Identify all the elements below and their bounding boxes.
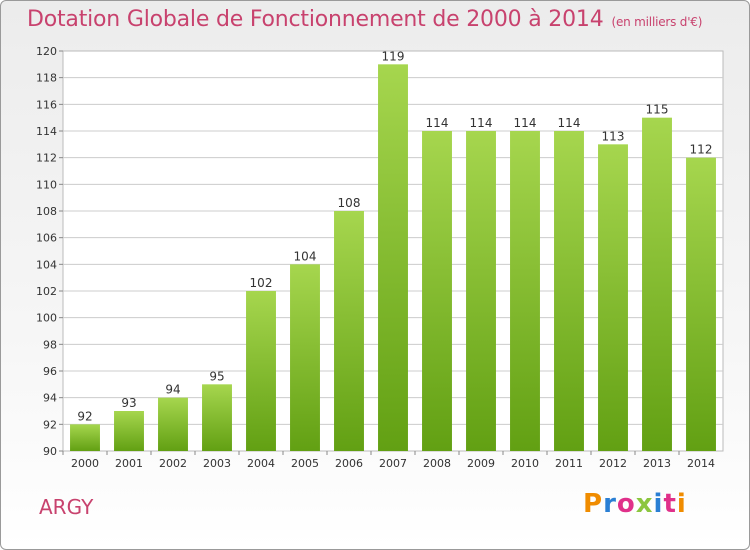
chart-title: Dotation Globale de Fonctionnement de 20… xyxy=(27,7,702,32)
bar-value-label: 95 xyxy=(209,369,224,383)
bar xyxy=(598,144,628,452)
logo-letter: i xyxy=(653,489,664,519)
bar-value-label: 114 xyxy=(514,116,537,130)
y-tick-label: 104 xyxy=(36,258,57,271)
bar xyxy=(422,131,452,451)
bar-value-label: 94 xyxy=(165,383,180,397)
x-tick-label: 2013 xyxy=(643,457,671,470)
bar-value-label: 114 xyxy=(558,116,581,130)
logo-letter: i xyxy=(676,489,687,519)
chart-subtitle: (en milliers d'€) xyxy=(611,15,703,29)
y-tick-label: 112 xyxy=(36,152,57,165)
bar xyxy=(378,64,408,452)
proxiti-logo: Proxiti xyxy=(583,489,687,519)
bar-value-label: 112 xyxy=(690,143,713,157)
y-tick-label: 116 xyxy=(36,98,57,111)
value-labels: 92 93 94 95 102 104 108 119 114 114 114 114 113 115 11… xyxy=(77,49,712,423)
bar xyxy=(290,264,320,451)
bar xyxy=(510,131,540,451)
y-tick-label: 110 xyxy=(36,178,57,191)
bar xyxy=(686,157,716,451)
x-tick-label: 2002 xyxy=(159,457,187,470)
x-tick-label: 2004 xyxy=(247,457,275,470)
bar xyxy=(158,397,188,451)
logo-letter: t xyxy=(663,489,677,519)
x-tick-label: 2000 xyxy=(71,457,99,470)
bar-value-label: 119 xyxy=(382,49,405,63)
title-text: Dotation Globale de Fonctionnement de 20… xyxy=(27,7,604,32)
x-tick-label: 2007 xyxy=(379,457,407,470)
x-tick-label: 2014 xyxy=(687,457,715,470)
x-tick-label: 2003 xyxy=(203,457,231,470)
logo-letter: o xyxy=(616,489,636,519)
logo-letter: P xyxy=(583,489,604,519)
bar-value-label: 93 xyxy=(121,396,136,410)
x-tick-label: 2006 xyxy=(335,457,363,470)
x-tick-label: 2001 xyxy=(115,457,143,470)
y-axis: 90 92 94 96 98 100 102 104 106 108 110 112 114 116 118… xyxy=(36,45,63,458)
bar xyxy=(246,291,276,451)
bar xyxy=(554,131,584,451)
bar-value-label: 92 xyxy=(77,409,92,423)
bar xyxy=(114,411,144,451)
y-tick-label: 92 xyxy=(43,418,57,431)
y-tick-label: 108 xyxy=(36,205,57,218)
y-tick-label: 118 xyxy=(36,72,57,85)
y-tick-label: 114 xyxy=(36,125,57,138)
bar xyxy=(202,384,232,451)
y-tick-label: 96 xyxy=(43,365,57,378)
x-axis: 2000 2001 2002 2003 2004 2005 2006 2007 2008 2009… xyxy=(62,451,715,470)
x-tick-label: 2010 xyxy=(511,457,539,470)
bar xyxy=(334,211,364,451)
y-tick-label: 94 xyxy=(43,392,57,405)
y-tick-label: 90 xyxy=(43,445,57,458)
y-tick-label: 100 xyxy=(36,312,57,325)
y-tick-label: 120 xyxy=(36,45,57,58)
y-tick-label: 98 xyxy=(43,338,57,351)
bar xyxy=(642,117,672,452)
x-tick-label: 2009 xyxy=(467,457,495,470)
bar-value-label: 108 xyxy=(338,196,361,210)
bars xyxy=(70,64,716,452)
bar-value-label: 114 xyxy=(426,116,449,130)
bar-value-label: 104 xyxy=(294,249,317,263)
bar-value-label: 113 xyxy=(602,129,625,143)
commune-name: ARGY xyxy=(39,495,94,519)
x-tick-label: 2012 xyxy=(599,457,627,470)
y-tick-label: 106 xyxy=(36,232,57,245)
logo-letter: r xyxy=(603,489,617,519)
bar xyxy=(70,424,100,451)
bar-value-label: 115 xyxy=(646,103,669,117)
bar-value-label: 114 xyxy=(470,116,493,130)
y-tick-label: 102 xyxy=(36,285,57,298)
x-tick-label: 2011 xyxy=(555,457,583,470)
bar-value-label: 102 xyxy=(250,276,273,290)
x-tick-label: 2005 xyxy=(291,457,319,470)
bar xyxy=(466,131,496,451)
logo-letter: x xyxy=(635,489,654,519)
x-tick-label: 2008 xyxy=(423,457,451,470)
